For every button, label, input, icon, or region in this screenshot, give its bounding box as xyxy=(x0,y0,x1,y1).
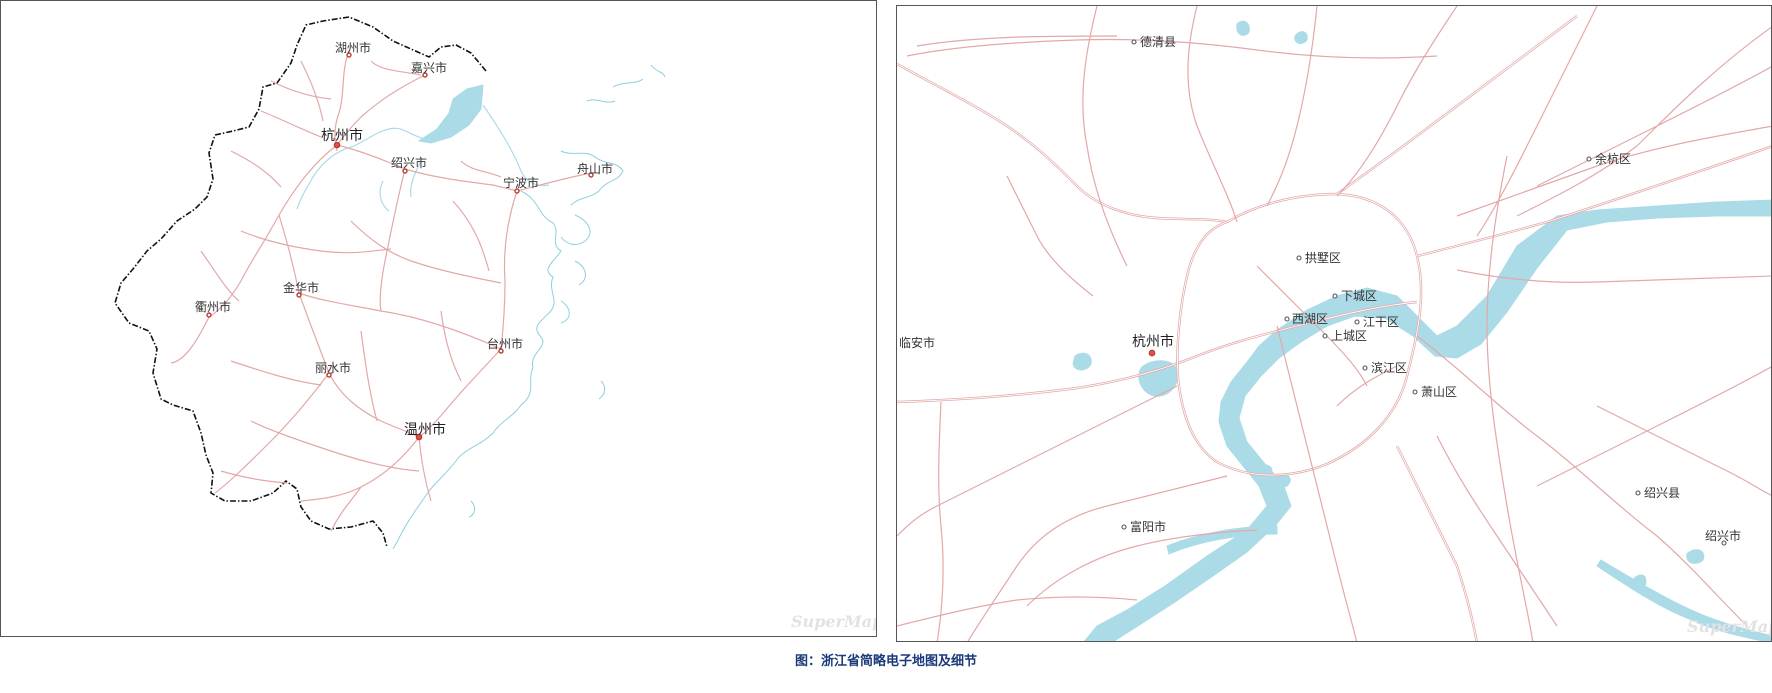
marker-shaoxing-detail xyxy=(1721,540,1727,546)
province-border xyxy=(114,16,487,548)
detail-place-labels: 德清县 余杭区 拱墅区 下城区 西湖区 江干区 上城区 临安市 杭州市 滨江区 … xyxy=(899,34,1741,543)
place-label-xiacheng: 下城区 xyxy=(1341,289,1377,303)
hangzhou-bay xyxy=(417,84,484,144)
marker-shangcheng xyxy=(1322,333,1328,339)
city-label-huzhou: 湖州市 xyxy=(335,40,371,55)
marker-binjiang xyxy=(1362,365,1368,371)
place-label-shangcheng: 上城区 xyxy=(1331,329,1367,343)
figure-caption: 图：浙江省简略电子地图及细节 xyxy=(794,654,977,669)
place-label-hangzhou: 杭州市 xyxy=(1132,333,1174,350)
city-label-jinhua: 金华市 xyxy=(283,280,319,295)
marker-deqing xyxy=(1131,39,1137,45)
place-label-yuhang: 余杭区 xyxy=(1595,151,1631,166)
west-lake xyxy=(1138,360,1179,397)
marker-xiacheng xyxy=(1332,293,1338,299)
marker-ningbo xyxy=(514,188,520,194)
marker-wenzhou xyxy=(415,433,423,441)
province-map[interactable]: 湖州市 嘉兴市 杭州市 绍兴市 宁波市 舟山市 金华市 衢州市 台州市 丽水市 … xyxy=(0,0,877,637)
place-label-binjiang: 滨江区 xyxy=(1371,360,1407,375)
marker-taizhou xyxy=(498,348,504,354)
coastline xyxy=(392,64,666,550)
marker-gongshu xyxy=(1296,255,1302,261)
place-label-xiaoshan: 萧山区 xyxy=(1421,385,1457,399)
city-label-shaoxing: 绍兴市 xyxy=(391,155,427,170)
marker-lishui xyxy=(326,372,332,378)
detail-place-markers xyxy=(1121,39,1727,546)
detail-road-network xyxy=(897,15,1771,641)
supermap-watermark-detail: SuperMap xyxy=(1687,617,1772,636)
marker-yuhang xyxy=(1586,156,1592,162)
province-city-labels: 湖州市 嘉兴市 杭州市 绍兴市 宁波市 舟山市 金华市 衢州市 台州市 丽水市 … xyxy=(195,40,613,438)
city-label-taizhou: 台州市 xyxy=(487,336,523,351)
marker-huzhou xyxy=(346,52,352,58)
place-label-gongshu: 拱墅区 xyxy=(1305,251,1341,265)
city-label-zhoushan: 舟山市 xyxy=(577,161,613,176)
place-label-shaoxing: 绍兴市 xyxy=(1705,528,1741,543)
road-network xyxy=(170,50,592,532)
city-label-jiaxing: 嘉兴市 xyxy=(411,60,447,75)
place-label-jianggan: 江干区 xyxy=(1363,315,1399,329)
detail-map[interactable]: 德清县 余杭区 拱墅区 下城区 西湖区 江干区 上城区 临安市 杭州市 滨江区 … xyxy=(896,5,1772,642)
river-southeast xyxy=(1596,559,1771,641)
city-label-ningbo: 宁波市 xyxy=(503,175,539,190)
marker-quzhou xyxy=(206,312,212,318)
marker-jiaxing xyxy=(422,72,428,78)
supermap-watermark: SuperMap xyxy=(791,612,877,631)
marker-xiaoshan xyxy=(1412,389,1418,395)
qiantang-river xyxy=(296,127,432,210)
city-label-wenzhou: 温州市 xyxy=(404,421,446,438)
city-label-quzhou: 衢州市 xyxy=(195,299,231,314)
detail-map-canvas: 德清县 余杭区 拱墅区 下城区 西湖区 江干区 上城区 临安市 杭州市 滨江区 … xyxy=(897,6,1772,641)
city-label-lishui: 丽水市 xyxy=(315,360,351,375)
marker-xihu xyxy=(1284,316,1290,322)
marker-hangzhou xyxy=(333,141,341,149)
city-label-hangzhou: 杭州市 xyxy=(321,127,363,144)
marker-hangzhou-detail xyxy=(1148,349,1156,357)
marker-shaoxingxian xyxy=(1635,490,1641,496)
place-label-xihu: 西湖区 xyxy=(1292,311,1328,326)
place-label-shaoxingxian: 绍兴县 xyxy=(1644,486,1680,500)
marker-zhoushan xyxy=(588,172,594,178)
place-label-linan: 临安市 xyxy=(899,335,935,350)
marker-jianggan xyxy=(1354,319,1360,325)
province-map-canvas: 湖州市 嘉兴市 杭州市 绍兴市 宁波市 舟山市 金华市 衢州市 台州市 丽水市 … xyxy=(114,16,877,631)
marker-fuyang xyxy=(1121,524,1127,530)
province-city-markers xyxy=(206,52,594,441)
marker-jinhua xyxy=(296,292,302,298)
marker-shaoxing xyxy=(402,168,408,174)
place-label-deqing: 德清县 xyxy=(1140,34,1176,49)
place-label-fuyang: 富阳市 xyxy=(1130,519,1166,534)
